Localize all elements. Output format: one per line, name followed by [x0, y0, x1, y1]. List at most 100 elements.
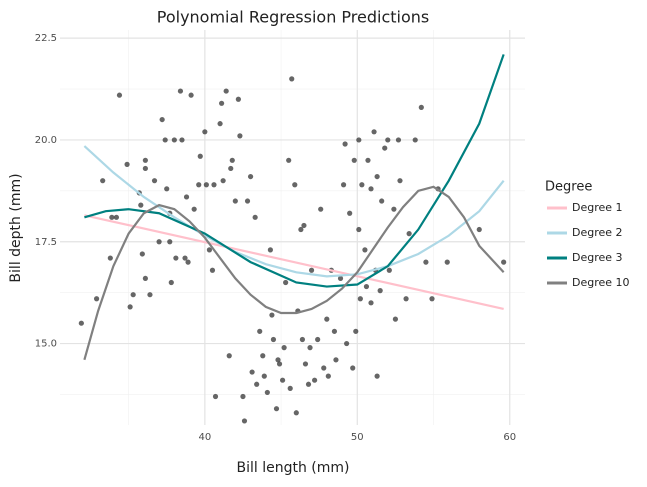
data-point [269, 312, 275, 318]
data-point [267, 247, 273, 253]
data-point [156, 239, 162, 245]
data-point [232, 198, 238, 204]
data-point [325, 373, 331, 379]
legend-label: Degree 2 [572, 226, 623, 239]
data-point [151, 178, 158, 184]
data-point [305, 381, 312, 387]
legend-label: Degree 10 [572, 276, 630, 289]
data-point [444, 259, 450, 265]
data-point [324, 316, 330, 322]
data-point [142, 165, 148, 172]
data-point [197, 153, 203, 159]
data-point [423, 259, 429, 265]
data-point [321, 365, 327, 371]
data-point [196, 182, 202, 188]
data-point [356, 226, 362, 233]
data-point [275, 357, 281, 363]
data-point [299, 336, 306, 343]
y-tick-label: 22.5 [35, 33, 57, 44]
data-point [340, 182, 347, 188]
data-point [244, 198, 251, 204]
legend-label: Degree 1 [572, 201, 623, 214]
data-point [202, 129, 208, 135]
regression-line [84, 54, 505, 288]
regression-line [83, 145, 505, 278]
data-point [287, 385, 293, 391]
data-point [356, 137, 362, 143]
data-point [379, 198, 385, 204]
data-point [241, 418, 248, 424]
data-point [318, 206, 324, 212]
regression-line [83, 185, 505, 361]
data-point [240, 393, 246, 400]
data-point [391, 206, 397, 212]
data-point [344, 340, 350, 347]
data-point [293, 410, 299, 416]
data-point [363, 283, 370, 290]
data-point [403, 296, 409, 302]
data-point [78, 320, 84, 326]
data-point [377, 288, 383, 294]
x-tick-label: 50 [351, 432, 364, 443]
x-tick-label: 60 [503, 432, 516, 443]
data-point [312, 377, 318, 383]
data-point [179, 137, 185, 143]
data-point [124, 161, 130, 167]
data-point [392, 316, 399, 322]
data-point [315, 336, 321, 343]
data-point [412, 137, 418, 143]
data-point [374, 173, 380, 180]
legend-label: Degree 3 [572, 251, 623, 264]
data-point [307, 345, 313, 351]
x-axis-label: Bill length (mm) [237, 460, 350, 476]
data-point [219, 100, 225, 106]
data-point [116, 92, 123, 98]
data-point [261, 373, 267, 379]
data-point [301, 222, 307, 229]
data-point [397, 178, 403, 184]
data-point [374, 373, 380, 379]
data-point [162, 137, 168, 143]
data-point [292, 182, 298, 188]
data-point [229, 157, 235, 163]
data-point [395, 137, 402, 143]
data-point [173, 255, 179, 261]
data-point [273, 406, 280, 412]
data-point [177, 88, 184, 94]
data-point [142, 157, 148, 163]
data-point [308, 267, 315, 273]
data-point [147, 292, 153, 298]
y-axis-label: Bill depth (mm) [8, 173, 24, 282]
data-point [185, 259, 191, 265]
data-point [113, 214, 120, 220]
data-point [206, 247, 213, 253]
data-point [211, 182, 217, 188]
data-point [159, 116, 165, 123]
data-point [289, 76, 295, 82]
regression-line [84, 214, 504, 311]
data-point [223, 88, 229, 94]
data-point [382, 145, 388, 151]
y-tick-label: 20.0 [35, 135, 57, 146]
data-point [286, 157, 292, 163]
data-point [257, 328, 263, 334]
data-point [139, 251, 145, 257]
data-point [171, 137, 177, 143]
data-point [331, 328, 338, 334]
data-point [138, 202, 144, 208]
data-point [182, 255, 188, 261]
data-point [183, 194, 190, 200]
data-point [142, 275, 148, 282]
data-point [342, 141, 348, 147]
data-point [235, 96, 241, 102]
data-point [283, 279, 289, 286]
y-tick-label: 15.0 [35, 339, 57, 350]
data-point [228, 165, 234, 172]
data-point [302, 361, 309, 367]
data-point [209, 267, 216, 273]
chart-title: Polynomial Regression Predictions [157, 8, 430, 27]
data-point [109, 214, 115, 220]
data-point [281, 345, 287, 351]
data-point [429, 296, 435, 302]
